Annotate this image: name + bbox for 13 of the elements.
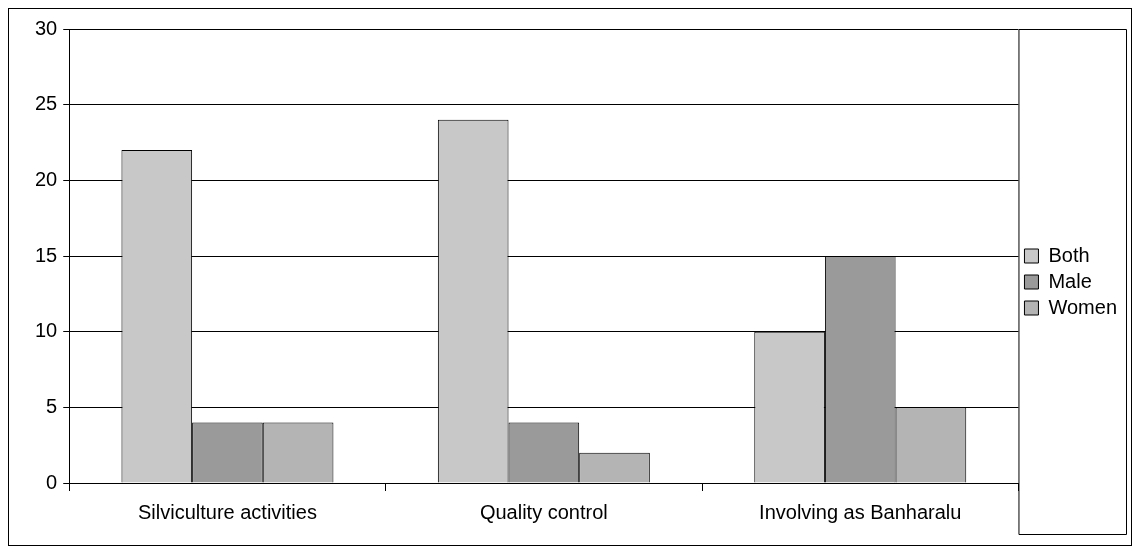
- y-tick-label: 30: [35, 16, 58, 39]
- y-tick-label: 0: [46, 470, 58, 493]
- y-tick-label: 5: [46, 394, 58, 417]
- y-tick-label: 15: [35, 243, 58, 266]
- x-tick-label: Quality control: [479, 500, 608, 523]
- y-tick-label: 20: [35, 167, 58, 190]
- legend-label: Women: [1048, 295, 1117, 318]
- y-tick-label: 10: [35, 319, 58, 342]
- y-tick-label: 25: [35, 92, 58, 115]
- legend-label: Male: [1048, 269, 1092, 292]
- legend-label: Both: [1048, 243, 1090, 266]
- x-tick-label: Involving as Banharalu: [759, 500, 962, 523]
- x-tick-label: Silviculture activities: [137, 500, 317, 523]
